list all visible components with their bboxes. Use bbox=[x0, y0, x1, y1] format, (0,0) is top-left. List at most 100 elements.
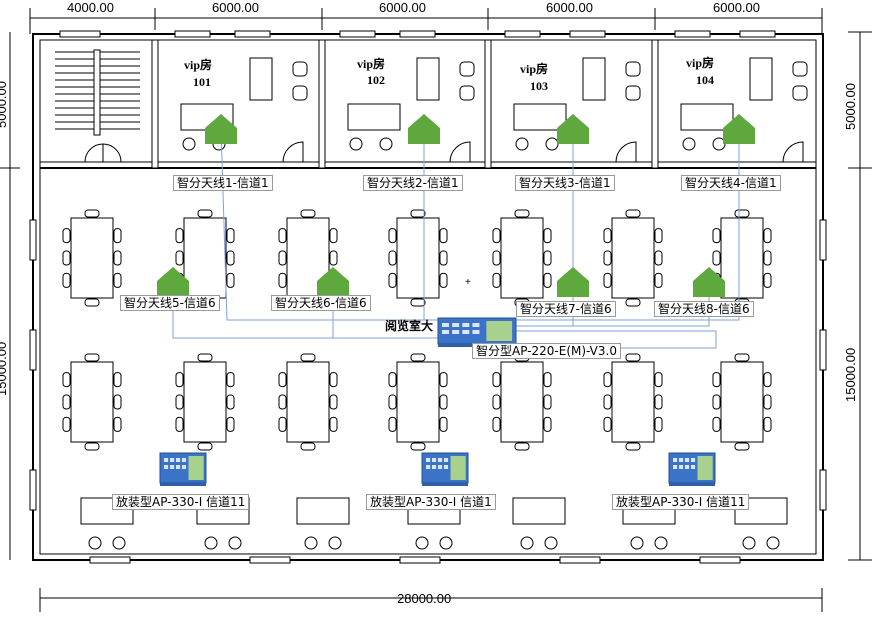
desk bbox=[680, 103, 734, 131]
wardrobe bbox=[749, 57, 773, 101]
partition-wall bbox=[651, 39, 659, 169]
chair bbox=[379, 137, 393, 151]
chair bbox=[544, 536, 558, 550]
antenna-3-label: 智分天线3-信道1 bbox=[515, 175, 615, 191]
ap-main-label: 智分型AP-220-E(M)-V3.0 bbox=[472, 343, 621, 359]
partition-wall bbox=[484, 39, 492, 169]
ap-panel-3-label: 放装型AP-330-I 信道11 bbox=[612, 494, 750, 510]
antenna-6-label: 智分天线6-信道6 bbox=[271, 295, 371, 311]
chair bbox=[349, 137, 363, 151]
ap-panel-icon bbox=[159, 452, 207, 486]
ap-panel-icon bbox=[668, 452, 716, 486]
antenna-icons bbox=[157, 114, 755, 297]
wardrobe bbox=[249, 57, 273, 101]
window bbox=[339, 30, 376, 38]
antenna-icon bbox=[317, 267, 349, 297]
chair bbox=[415, 536, 429, 550]
wardrobe bbox=[582, 57, 606, 101]
ap-icons bbox=[159, 317, 716, 486]
stair-handrail bbox=[93, 49, 101, 136]
antenna-icon bbox=[157, 267, 189, 297]
reading-table bbox=[388, 353, 448, 451]
dimension-top-2: 6000.00 bbox=[212, 0, 259, 15]
cable bbox=[470, 128, 740, 321]
antenna-2-label: 智分天线2-信道1 bbox=[363, 175, 463, 191]
door-arc bbox=[782, 141, 804, 163]
reading-table bbox=[62, 353, 122, 451]
door-arc bbox=[282, 141, 304, 163]
armchair bbox=[459, 85, 475, 101]
window bbox=[29, 219, 37, 261]
armchair bbox=[625, 61, 641, 77]
dimension-right-main: 15000.00 bbox=[843, 347, 858, 402]
door-arc bbox=[615, 141, 637, 163]
cursor-mark: + bbox=[465, 277, 471, 288]
room-104-number: 104 bbox=[696, 73, 714, 87]
window bbox=[29, 329, 37, 371]
window bbox=[739, 30, 776, 38]
room-102-number: 102 bbox=[367, 73, 385, 87]
window bbox=[234, 30, 271, 38]
window bbox=[89, 556, 131, 564]
room-101-number: 101 bbox=[193, 75, 211, 89]
window bbox=[674, 30, 711, 38]
antenna-icon bbox=[205, 114, 237, 144]
chair bbox=[228, 536, 242, 550]
chair bbox=[682, 137, 696, 151]
door-arc bbox=[449, 141, 471, 163]
room-101-name: vip房 bbox=[184, 58, 213, 72]
dimension-top-4: 6000.00 bbox=[546, 0, 593, 15]
reading-table bbox=[492, 209, 552, 307]
dimension-lines bbox=[0, 8, 872, 612]
chair bbox=[328, 536, 342, 550]
furniture bbox=[62, 57, 808, 550]
wardrobe bbox=[416, 57, 440, 101]
window bbox=[819, 469, 827, 511]
armchair bbox=[792, 61, 808, 77]
chair bbox=[520, 536, 534, 550]
dimension-top-3: 6000.00 bbox=[379, 0, 426, 15]
desk bbox=[512, 497, 566, 525]
chair bbox=[112, 536, 126, 550]
window bbox=[399, 30, 436, 38]
antenna-5-label: 智分天线5-信道6 bbox=[120, 295, 220, 311]
chair bbox=[742, 536, 756, 550]
room-103-number: 103 bbox=[530, 79, 548, 93]
ap-panel-1-label: 放装型AP-330-I 信道11 bbox=[112, 494, 250, 510]
desk bbox=[347, 103, 401, 131]
door-arc bbox=[102, 143, 122, 163]
reading-room-label: 阅览室大 bbox=[385, 319, 434, 333]
reading-table bbox=[388, 209, 448, 307]
walls: + bbox=[29, 30, 827, 564]
armchair bbox=[792, 85, 808, 101]
window bbox=[59, 30, 101, 38]
dimension-top-1: 4000.00 bbox=[67, 0, 114, 15]
antenna-icon bbox=[557, 267, 589, 297]
window bbox=[399, 556, 441, 564]
reading-table bbox=[278, 353, 338, 451]
reading-table bbox=[278, 209, 338, 307]
window bbox=[504, 30, 541, 38]
armchair bbox=[292, 85, 308, 101]
antenna-8-label: 智分天线8-信道6 bbox=[654, 301, 754, 317]
reading-table bbox=[175, 353, 235, 451]
window bbox=[559, 556, 601, 564]
window bbox=[249, 556, 291, 564]
reading-table bbox=[492, 353, 552, 451]
chair bbox=[545, 137, 559, 151]
room-102-name: vip房 bbox=[357, 57, 386, 71]
chair bbox=[204, 536, 218, 550]
room-104-name: vip房 bbox=[686, 56, 715, 70]
chair bbox=[654, 536, 668, 550]
window bbox=[699, 556, 741, 564]
reading-table bbox=[712, 353, 772, 451]
reading-table bbox=[603, 353, 663, 451]
antenna-icon bbox=[557, 114, 589, 144]
antenna-1-label: 智分天线1-信道1 bbox=[173, 175, 273, 191]
dimension-bottom: 28000.00 bbox=[397, 591, 452, 606]
armchair bbox=[625, 85, 641, 101]
chair bbox=[88, 536, 102, 550]
chair bbox=[182, 137, 196, 151]
